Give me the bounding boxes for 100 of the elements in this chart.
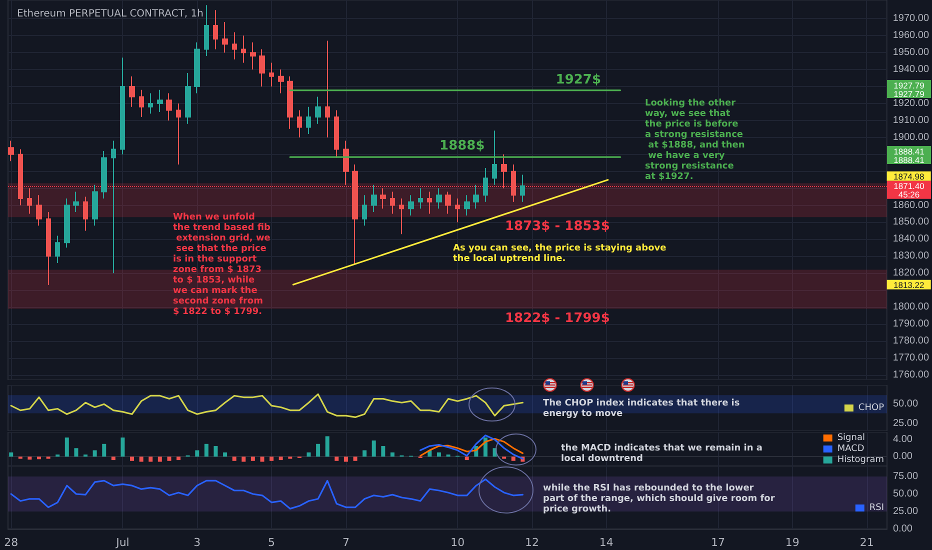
x-tick-label: 5 bbox=[268, 536, 276, 549]
y-tick-label: 1960.00 bbox=[892, 30, 930, 42]
candlestick bbox=[287, 76, 293, 130]
y-tick-label: 1780.00 bbox=[892, 335, 930, 346]
bar bbox=[28, 456, 32, 460]
bar bbox=[483, 438, 488, 457]
x-tick-label: 14 bbox=[599, 536, 614, 549]
y-tick-label: 1830.00 bbox=[892, 250, 930, 262]
candlestick bbox=[83, 196, 88, 232]
bar bbox=[92, 450, 97, 457]
candlestick bbox=[148, 92, 153, 114]
bar bbox=[362, 450, 367, 457]
candlestick bbox=[436, 188, 442, 210]
bar bbox=[9, 452, 14, 457]
annotation: Looking the other way, we see that the price is before a strong resistance at $1888, and then we have a very strong resistance at $1927. bbox=[645, 98, 745, 182]
candlestick bbox=[334, 110, 339, 158]
bar bbox=[195, 450, 200, 457]
legend-label: MACD bbox=[837, 444, 864, 454]
candlestick bbox=[250, 42, 256, 70]
y-tick-label: 1840.00 bbox=[892, 234, 930, 245]
bar bbox=[325, 436, 330, 457]
candlestick bbox=[315, 96, 321, 124]
y-tick-label: 25.00 bbox=[893, 418, 918, 429]
candlestick bbox=[18, 148, 23, 206]
text: Ethereum PERPETUAL CONTRACT, 1h bbox=[17, 8, 204, 20]
candlestick bbox=[73, 191, 79, 213]
bar bbox=[214, 446, 218, 457]
bar bbox=[223, 452, 228, 457]
bar bbox=[344, 456, 348, 462]
bar bbox=[120, 438, 125, 457]
bar bbox=[139, 456, 144, 462]
candlestick bbox=[129, 76, 135, 108]
bar bbox=[242, 456, 246, 462]
y-tick-label: 25.00 bbox=[893, 506, 918, 517]
candlestick bbox=[455, 198, 460, 223]
bar bbox=[511, 456, 516, 461]
y-tick-label: 50.00 bbox=[893, 398, 918, 410]
bar bbox=[372, 440, 376, 457]
annotation: 1927$ bbox=[556, 72, 602, 88]
line-series bbox=[10, 393, 524, 418]
bar bbox=[390, 452, 394, 457]
candlestick bbox=[120, 57, 125, 155]
annotation: 1874.98 bbox=[893, 172, 924, 182]
bar bbox=[158, 456, 162, 462]
bar bbox=[37, 456, 42, 460]
candlestick bbox=[222, 22, 228, 54]
annotation: 1813.22 bbox=[893, 280, 924, 290]
candlestick bbox=[269, 62, 274, 88]
y-tick-label: 50.00 bbox=[893, 488, 918, 500]
bar bbox=[204, 444, 208, 457]
legend-label: Histogram bbox=[837, 455, 884, 465]
bar bbox=[167, 456, 172, 461]
x-tick-label: 28 bbox=[4, 536, 18, 549]
text: When we unfold the trend based fib extension grid, we see that the price is in the support zone from $ 1873 to $ 1853, while we can mark the second zone from $ 1822 to $ 1799. bbox=[173, 212, 270, 317]
x-tick-label: 19 bbox=[785, 536, 800, 549]
annotation: As you can see, the price is staying above the local uptrend line. bbox=[453, 243, 670, 264]
candlestick bbox=[259, 48, 265, 88]
y-tick-label: 1800.00 bbox=[892, 302, 930, 313]
legend-label: CHOP bbox=[858, 403, 885, 413]
bar bbox=[316, 444, 320, 457]
candlestick bbox=[473, 184, 479, 210]
candlestick bbox=[445, 191, 451, 214]
bar bbox=[381, 446, 386, 457]
candlestick bbox=[278, 69, 284, 94]
x-tick-label: 3 bbox=[194, 536, 201, 549]
candlestick bbox=[157, 89, 163, 112]
candlestick bbox=[166, 92, 172, 121]
y-tick-label: 1950.00 bbox=[892, 47, 930, 58]
candlestick bbox=[390, 191, 395, 214]
bar bbox=[270, 456, 274, 461]
candlestick bbox=[36, 194, 42, 226]
annotation: The CHOP index indicates that there is energy to move bbox=[543, 398, 743, 419]
candlestick bbox=[55, 235, 60, 264]
legend-label: Signal bbox=[837, 433, 865, 443]
y-tick-label: 1760.00 bbox=[892, 369, 930, 380]
candlestick bbox=[241, 35, 246, 64]
bar bbox=[232, 456, 236, 461]
candlestick bbox=[520, 174, 525, 202]
y-tick-label: 1770.00 bbox=[892, 352, 930, 364]
candlestick bbox=[371, 184, 377, 213]
bar bbox=[102, 444, 106, 457]
candlestick bbox=[418, 188, 423, 210]
candlestick bbox=[408, 194, 414, 216]
annotation: while the RSI has rebounded to the lower part of the range, which should give room for price growth. bbox=[543, 483, 778, 514]
x-tick-label: 7 bbox=[342, 536, 350, 549]
y-tick-label: 0.00 bbox=[893, 524, 913, 534]
candlestick bbox=[352, 164, 358, 266]
candlestick bbox=[101, 150, 107, 199]
candlestick bbox=[427, 191, 432, 214]
x-tick-label: 12 bbox=[524, 536, 539, 549]
bar bbox=[111, 456, 116, 460]
y-tick-label: 1970.00 bbox=[892, 13, 930, 24]
candlestick bbox=[92, 184, 98, 226]
candlestick bbox=[325, 40, 330, 138]
y-tick-label: 1900.00 bbox=[892, 132, 930, 143]
y-tick-label: 75.00 bbox=[893, 471, 918, 482]
candlestick bbox=[64, 198, 70, 248]
candlestick bbox=[306, 106, 311, 135]
text: 1927.79 1927.79 bbox=[894, 80, 925, 99]
bar bbox=[130, 456, 134, 461]
